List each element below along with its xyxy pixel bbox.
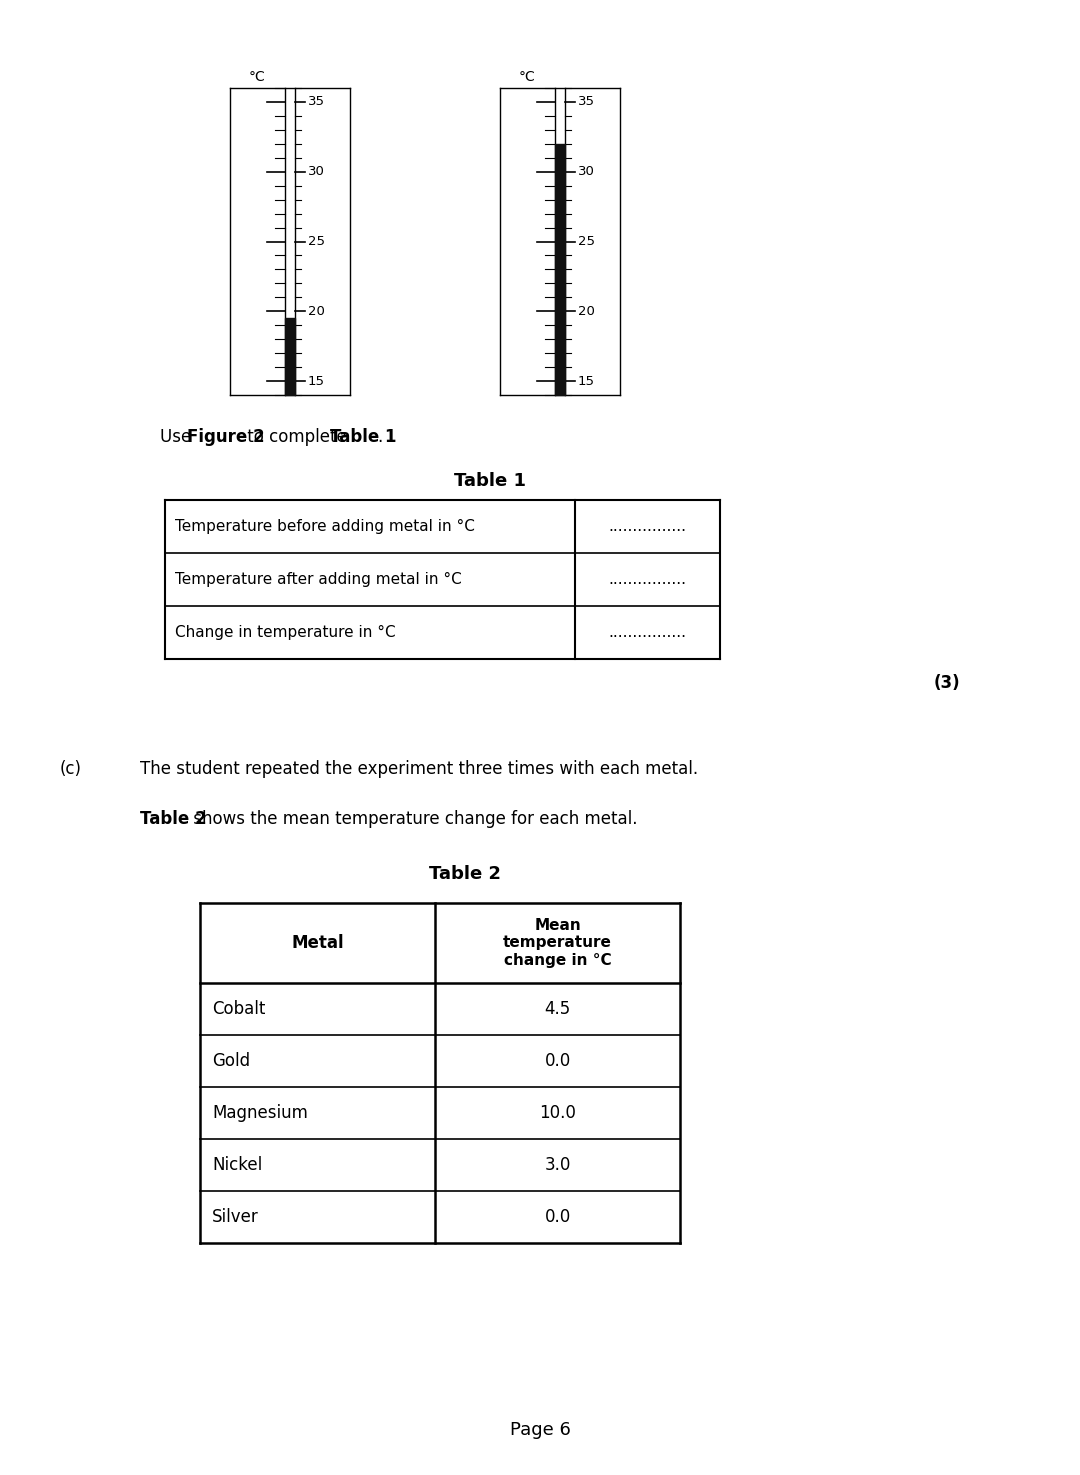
- Text: .: .: [378, 428, 382, 445]
- Text: Page 6: Page 6: [510, 1420, 570, 1440]
- Text: Magnesium: Magnesium: [212, 1103, 308, 1122]
- Text: °C: °C: [518, 69, 535, 84]
- Text: 10.0: 10.0: [539, 1103, 576, 1122]
- Text: Change in temperature in °C: Change in temperature in °C: [175, 625, 395, 640]
- Text: 25: 25: [578, 235, 595, 248]
- Text: 25: 25: [308, 235, 325, 248]
- Text: Table 2: Table 2: [429, 864, 501, 884]
- Text: Metal: Metal: [292, 934, 343, 951]
- Text: (c): (c): [60, 760, 82, 777]
- Text: Cobalt: Cobalt: [212, 1000, 266, 1018]
- Text: Temperature after adding metal in °C: Temperature after adding metal in °C: [175, 572, 462, 587]
- Bar: [285, 319, 295, 395]
- Text: 0.0: 0.0: [544, 1052, 570, 1069]
- Text: Figure 2: Figure 2: [187, 428, 265, 445]
- Text: ................: ................: [608, 625, 687, 640]
- Text: to complete: to complete: [242, 428, 352, 445]
- Text: 35: 35: [578, 96, 595, 109]
- Text: Nickel: Nickel: [212, 1156, 262, 1174]
- Text: °C: °C: [248, 69, 265, 84]
- Text: ................: ................: [608, 519, 687, 534]
- Text: Table 1: Table 1: [330, 428, 396, 445]
- Text: (3): (3): [933, 674, 960, 692]
- Text: The student repeated the experiment three times with each metal.: The student repeated the experiment thre…: [140, 760, 698, 777]
- Text: Mean
temperature
change in °C: Mean temperature change in °C: [503, 917, 612, 968]
- Bar: [555, 145, 565, 395]
- Text: shows the mean temperature change for each metal.: shows the mean temperature change for ea…: [188, 810, 637, 827]
- Text: 35: 35: [308, 96, 325, 109]
- Text: 30: 30: [578, 165, 595, 178]
- Text: 20: 20: [308, 305, 325, 317]
- Text: 4.5: 4.5: [544, 1000, 570, 1018]
- Text: 0.0: 0.0: [544, 1208, 570, 1226]
- Text: 15: 15: [308, 375, 325, 388]
- Text: Silver: Silver: [212, 1208, 259, 1226]
- Text: Table 2: Table 2: [140, 810, 206, 827]
- Text: Temperature before adding metal in °C: Temperature before adding metal in °C: [175, 519, 475, 534]
- Text: Use: Use: [160, 428, 197, 445]
- Text: 20: 20: [578, 305, 595, 317]
- Text: Table 1: Table 1: [454, 472, 526, 490]
- Text: Gold: Gold: [212, 1052, 251, 1069]
- Text: ................: ................: [608, 572, 687, 587]
- Text: 15: 15: [578, 375, 595, 388]
- Text: 3.0: 3.0: [544, 1156, 570, 1174]
- Text: 30: 30: [308, 165, 325, 178]
